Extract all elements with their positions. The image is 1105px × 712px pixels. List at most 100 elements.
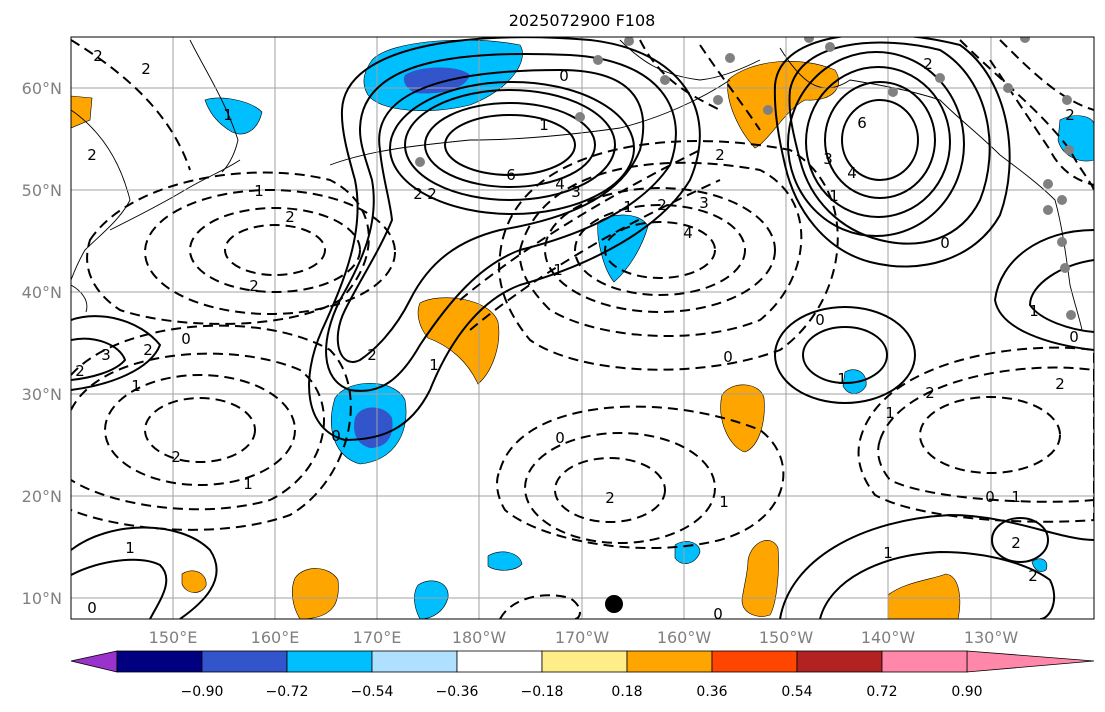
station-dot <box>1060 263 1070 273</box>
marker-black-dot <box>605 595 623 613</box>
contour-label: 1 <box>885 404 895 422</box>
contour-label: 0 <box>331 427 341 445</box>
map-border <box>70 36 1095 620</box>
contour-label: 2 <box>1055 375 1065 393</box>
colorbar-tick: 0.72 <box>866 684 897 700</box>
station-dot <box>713 95 723 105</box>
contour-label: 2 <box>923 55 933 73</box>
station-dot <box>1043 179 1053 189</box>
contour-label: 1 <box>429 356 439 374</box>
contour-label: 4 <box>847 164 857 182</box>
lon-label: 140°W <box>861 628 916 647</box>
shade-orange-west-edge <box>71 95 93 129</box>
shade-blue-south-3 <box>674 541 701 564</box>
shade-blue-kamchatka <box>204 97 263 135</box>
colorbar-tick: −0.36 <box>436 684 479 700</box>
lon-label: 150°E <box>149 628 198 647</box>
station-dot <box>725 53 735 63</box>
contour-low-southcenter <box>499 594 581 619</box>
contour-southeast-0 <box>779 513 1094 619</box>
contour-high-east-4 <box>805 66 951 218</box>
station-dot <box>1020 37 1030 43</box>
lon-label: 170°E <box>353 628 402 647</box>
colorbar-tick: 0.90 <box>951 684 982 700</box>
contour-label: 1 <box>719 493 729 511</box>
contour-low-south-1 <box>524 432 716 544</box>
colorbar-segment <box>626 650 713 673</box>
graticule <box>71 37 1094 619</box>
contour-label: 2 <box>87 146 97 164</box>
colorbar-tick: 0.18 <box>611 684 642 700</box>
contour-label: 1 <box>623 198 633 216</box>
contour-label-group: 2 2 1 2 2 1 2 2 3 2 1 0 0 2 1 2 1 0 0 6 … <box>75 47 1079 623</box>
coast-alaska-south <box>779 47 1001 156</box>
colorbar <box>70 650 1095 673</box>
colorbar-tick: −0.18 <box>521 684 564 700</box>
contour-low-arc-2 <box>699 44 761 131</box>
contour-west-mid-2 <box>71 337 127 381</box>
colorbar-tick: −0.72 <box>266 684 309 700</box>
station-dot <box>624 37 634 46</box>
colorbar-segment <box>541 650 628 673</box>
contour-low-west-0 <box>86 171 370 325</box>
contour-low-south-2 <box>554 457 666 523</box>
colorbar-tick: 0.54 <box>781 684 812 700</box>
contour-label: 1 <box>1029 302 1039 320</box>
contour-label: 2 <box>1011 534 1021 552</box>
colorbar-segment <box>711 650 798 673</box>
contour-label: 0 <box>87 599 97 617</box>
station-dot <box>804 37 814 43</box>
contour-low-west-1 <box>144 189 396 315</box>
colorbar-segment <box>881 650 968 673</box>
contour-high-mideast-1 <box>802 326 888 384</box>
contour-low-sw-3 <box>144 397 256 463</box>
colorbar-tick-labels: −0.90 −0.72 −0.54 −0.36 −0.18 0.18 0.36 … <box>181 684 983 700</box>
contour-high-mideast-0 <box>774 306 916 404</box>
station-dot <box>1003 83 1013 93</box>
contour-low-dia-2 <box>469 179 721 331</box>
colorbar-segment <box>116 650 203 673</box>
station-dot <box>415 157 425 167</box>
contour-label: 0 <box>713 605 723 623</box>
contour-low-mid-0 <box>498 140 839 371</box>
contour-label: 0 <box>559 67 569 85</box>
shade-blue-south-1 <box>414 580 449 619</box>
colorbar-tick: 0.36 <box>696 684 727 700</box>
coast-japan <box>71 284 88 313</box>
colorbar-tick: −0.90 <box>181 684 224 700</box>
contours-negative <box>71 39 1094 619</box>
contour-label: 0 <box>1069 328 1079 346</box>
contour-label: 0 <box>181 330 191 348</box>
contour-southwest-1 <box>71 558 168 619</box>
contour-label: 1 <box>883 544 893 562</box>
contour-high-center-0 <box>308 37 701 442</box>
contour-label: 3 <box>571 183 581 201</box>
contour-label: 1 <box>539 116 549 134</box>
lon-label: 170°W <box>555 628 610 647</box>
contour-label: 2 <box>715 146 725 164</box>
lat-label: 10°N <box>22 589 62 608</box>
contour-low-sw-0 <box>71 324 352 531</box>
colorbar-extend-left <box>70 650 118 673</box>
contour-label: 2 <box>285 208 295 226</box>
station-markers <box>415 37 1076 320</box>
contour-label: 1 <box>223 106 233 124</box>
contour-high-center-5 <box>424 102 596 188</box>
station-dot <box>1062 95 1072 105</box>
lat-label: 40°N <box>22 283 62 302</box>
contour-west-mid <box>71 315 162 391</box>
map-title: 2025072900 F108 <box>509 11 656 30</box>
station-dot <box>660 75 670 85</box>
contour-label: 2 <box>143 341 153 359</box>
contour-label: 2 <box>427 185 437 203</box>
contour-label: 1 <box>553 261 563 279</box>
contour-low-mid-3 <box>574 204 746 296</box>
contour-label: 2 <box>249 277 259 295</box>
colorbar-extend-right <box>966 650 1095 673</box>
station-dot <box>888 87 898 97</box>
coast-alaska-west <box>619 39 761 81</box>
contour-label: 1 <box>131 377 141 395</box>
colorbar-segment <box>286 650 373 673</box>
contour-label: 2 <box>1065 106 1075 124</box>
lat-label: 30°N <box>22 385 62 404</box>
